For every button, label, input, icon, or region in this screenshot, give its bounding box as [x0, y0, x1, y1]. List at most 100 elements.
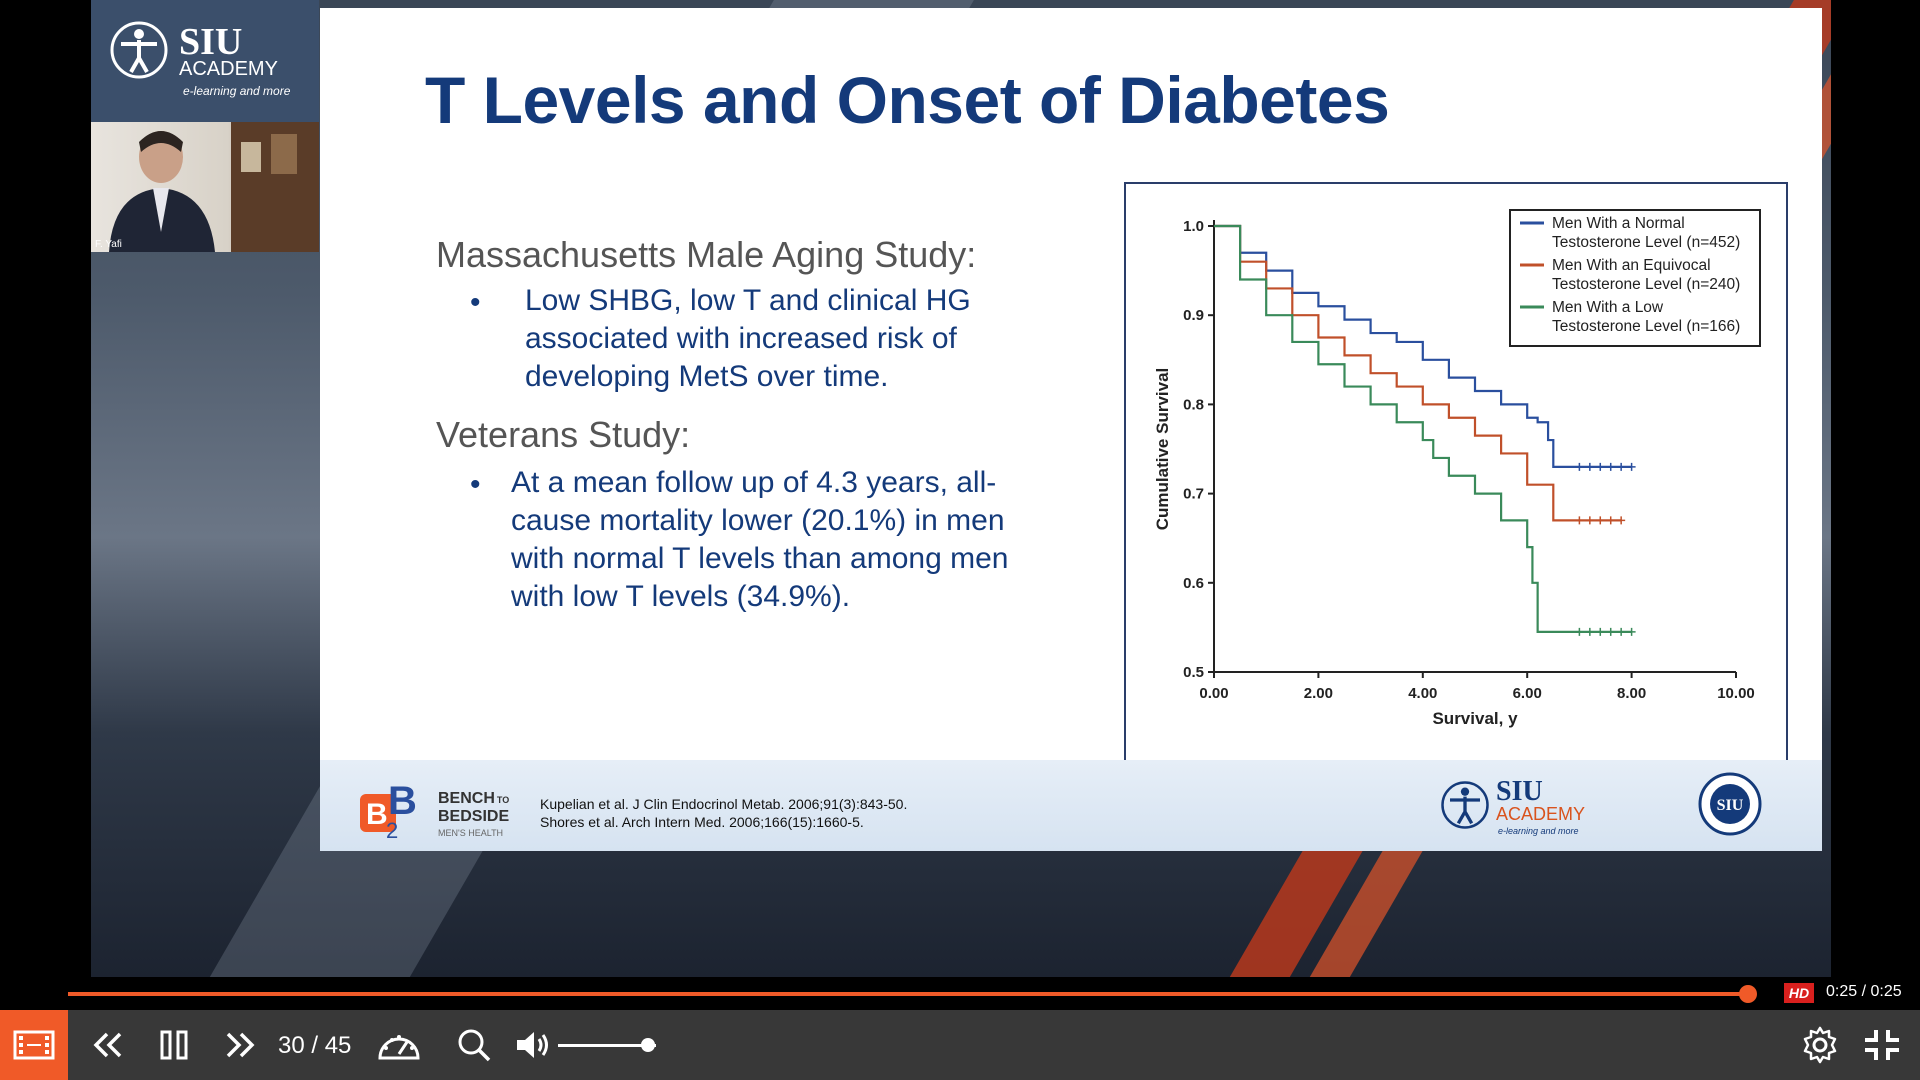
- search-button[interactable]: [452, 1010, 496, 1080]
- playback-speed-button[interactable]: [374, 1010, 424, 1080]
- censor-mark-1: [1585, 462, 1594, 471]
- volume-slider[interactable]: [558, 1044, 656, 1047]
- svg-text:B: B: [366, 798, 388, 831]
- siu-academy-footer-logo: SIU ACADEMY e-learning and more: [1438, 772, 1598, 838]
- censor-mark-2: [1617, 516, 1626, 525]
- b2b-subtitle: MEN'S HEALTH: [438, 828, 504, 838]
- pause-icon: [160, 1030, 188, 1060]
- y-tick-label: 0.7: [1183, 486, 1204, 503]
- settings-button[interactable]: [1798, 1010, 1842, 1080]
- svg-text:2: 2: [386, 818, 398, 840]
- siu-figure-icon: [1441, 781, 1489, 829]
- reference-1: Kupelian et al. J Clin Endocrinol Metab.…: [540, 796, 908, 812]
- survival-chart: 0.5 0.6 0.7 0.8 0.9 1.0 0.00 2.00 4.00 6.00 8.00 10…: [1124, 182, 1788, 763]
- search-icon: [458, 1029, 491, 1062]
- presenter-video: F. Yafi: [91, 122, 319, 252]
- censor-mark-2: [1596, 516, 1605, 525]
- volume-thumb[interactable]: [641, 1038, 656, 1052]
- pause-button[interactable]: [152, 1010, 196, 1080]
- speed-icon: [378, 1035, 420, 1060]
- bullet-line: Low SHBG, low T and clinical HG: [525, 284, 971, 317]
- bullet-line: associated with increased risk of: [525, 322, 957, 355]
- bench-to-bedside-logo: B B 2: [360, 779, 417, 840]
- previous-slide-icon: [93, 1032, 122, 1058]
- slide-counter: 30 / 45: [278, 1032, 352, 1059]
- censor-mark-3: [1596, 627, 1605, 636]
- censor-mark-2: [1585, 516, 1594, 525]
- siu-footer-title: SIU: [1496, 776, 1543, 807]
- siu-footer-subtitle: ACADEMY: [1496, 804, 1586, 824]
- chapters-icon: [13, 1030, 55, 1060]
- slide-footer: B B 2 BENCH TO BEDSIDE MEN'S HEALTH Kupel…: [320, 760, 1822, 851]
- censor-mark-3: [1575, 627, 1584, 636]
- x-axis-label: Survival, y: [1432, 709, 1518, 728]
- section-heading-maas: Massachusetts Male Aging Study:: [436, 234, 977, 275]
- section-heading-veterans: Veterans Study:: [436, 414, 691, 455]
- y-tick-label: 1.0: [1183, 218, 1204, 235]
- legend-label-2: Men With an Equivocal: [1552, 257, 1711, 274]
- series-line-2: [1214, 224, 1622, 522]
- legend-label-2: Testosterone Level (n=240): [1552, 276, 1740, 293]
- censor-mark-3: [1627, 627, 1636, 636]
- chapters-button[interactable]: [0, 1010, 68, 1080]
- bullet-text-maas: Low SHBG, low T and clinical HG associat…: [525, 282, 971, 396]
- y-tick-label: 0.5: [1183, 664, 1204, 681]
- slide: T Levels and Onset of Diabetes Massachus…: [320, 8, 1822, 851]
- time-display: 0:25 / 0:25: [1826, 983, 1902, 1000]
- bullet-point: •: [470, 468, 481, 501]
- seal-text: SIU: [1717, 797, 1744, 814]
- censor-mark-1: [1596, 462, 1605, 471]
- legend-box: [1509, 209, 1761, 347]
- siu-footer-tagline: e-learning and more: [1498, 826, 1579, 836]
- logo-title: SIU: [179, 21, 243, 63]
- presenter-name: F. Yafi: [95, 239, 122, 250]
- svg-text:B: B: [388, 779, 417, 823]
- settings-icon: [1803, 1026, 1837, 1064]
- progress-thumb[interactable]: [1738, 985, 1757, 1003]
- legend-label-1: Testosterone Level (n=452): [1552, 234, 1740, 251]
- y-tick-label: 0.8: [1183, 396, 1204, 413]
- video-frame: SIU ACADEMY e-learning and more F. Yafi …: [91, 0, 1831, 977]
- exit-fullscreen-button[interactable]: [1860, 1010, 1904, 1080]
- societe-seal-logo: SIU: [1698, 772, 1762, 836]
- y-tick-label: 0.6: [1183, 575, 1204, 592]
- presenter-silhouette: [109, 122, 319, 252]
- censor-mark-2: [1575, 516, 1584, 525]
- b2b-title: BENCH TO: [438, 790, 510, 807]
- x-tick-label: 6.00: [1513, 685, 1542, 702]
- y-axis-label: Cumulative Survival: [1153, 368, 1172, 531]
- bullet-line: with normal T levels than among men: [511, 542, 1009, 575]
- progress-fill: [68, 992, 1748, 996]
- bullet-line: with low T levels (34.9%).: [511, 580, 851, 613]
- bullet-point: •: [470, 286, 481, 319]
- b2b-title-2: BEDSIDE: [438, 808, 510, 825]
- mute-button[interactable]: [512, 1010, 556, 1080]
- progress-bar[interactable]: [68, 985, 1757, 1003]
- previous-slide-button[interactable]: [86, 1010, 130, 1080]
- censor-mark-1: [1575, 462, 1584, 471]
- volume-icon: [517, 1032, 548, 1058]
- censor-mark-3: [1585, 627, 1594, 636]
- series-line-1: [1214, 224, 1632, 468]
- bullet-text-veterans: At a mean follow up of 4.3 years, all- c…: [511, 464, 1008, 616]
- bullet-line: At a mean follow up of 4.3 years, all-: [511, 466, 997, 499]
- censor-mark-3: [1606, 627, 1615, 636]
- reference-2: Shores et al. Arch Intern Med. 2006;166(…: [540, 814, 864, 830]
- hd-badge[interactable]: HD: [1784, 983, 1814, 1003]
- bullet-line: cause mortality lower (20.1%) in men: [511, 504, 1005, 537]
- series-line-3: [1214, 224, 1632, 633]
- legend-label-1: Men With a Normal: [1552, 215, 1685, 232]
- siu-academy-logo: SIU ACADEMY e-learning and more: [91, 0, 319, 122]
- slide-title: T Levels and Onset of Diabetes: [425, 63, 1390, 137]
- logo-subtitle: ACADEMY: [179, 58, 278, 80]
- next-slide-icon: [226, 1032, 255, 1058]
- b2b-to: TO: [496, 795, 510, 805]
- x-tick-label: 4.00: [1408, 685, 1437, 702]
- x-tick-label: 2.00: [1304, 685, 1333, 702]
- censor-mark-1: [1606, 462, 1615, 471]
- x-tick-label: 10.00: [1717, 685, 1755, 702]
- bullet-line: developing MetS over time.: [525, 360, 889, 393]
- next-slide-button[interactable]: [218, 1010, 262, 1080]
- exit-fullscreen-icon: [1865, 1030, 1899, 1060]
- censor-mark-3: [1617, 627, 1626, 636]
